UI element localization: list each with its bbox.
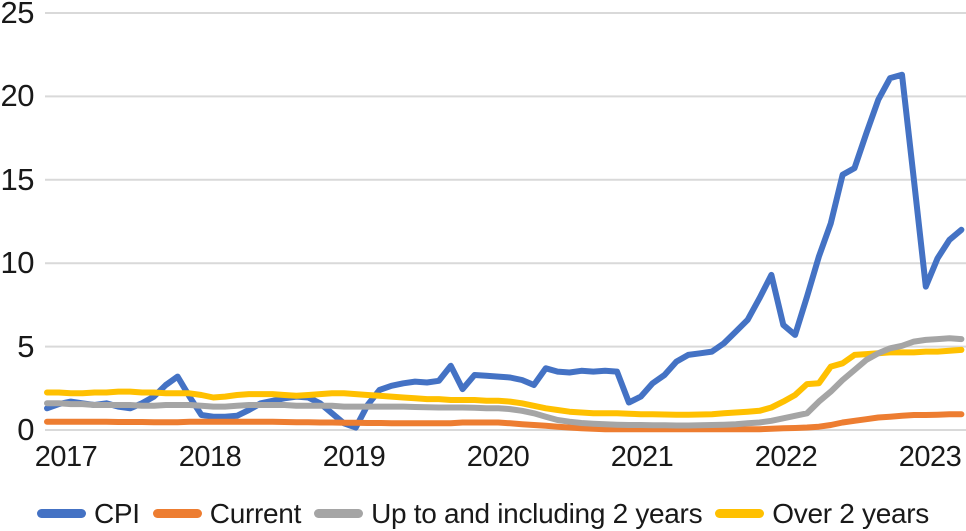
x-axis-tick-label: 2017 [34, 441, 98, 473]
legend: CPI Current Up to and including 2 years … [0, 496, 966, 531]
y-axis-tick-label: 10 [0, 245, 35, 281]
legend-label-up-to-2-years: Up to and including 2 years [371, 497, 703, 529]
y-axis-tick-label: 25 [0, 0, 35, 30]
x-axis-tick-label: 2019 [322, 441, 386, 473]
legend-item-up-to-2-years: Up to and including 2 years [314, 497, 703, 530]
legend-label-over-2-years: Over 2 years [772, 497, 929, 529]
legend-swatch-up-to-2-years [314, 509, 364, 518]
x-axis-tick-label: 2020 [466, 441, 530, 473]
legend-swatch-cpi [37, 509, 87, 518]
legend-item-over-2-years: Over 2 years [715, 498, 929, 530]
legend-label-current: Current [209, 497, 302, 529]
y-axis-tick-label: 20 [0, 78, 35, 114]
legend-item-current: Current [152, 497, 302, 530]
x-axis-tick-label: 2023 [898, 441, 962, 473]
legend-label-cpi: CPI [94, 497, 140, 529]
x-axis-tick-label: 2018 [178, 441, 242, 473]
legend-swatch-over-2-years [715, 509, 765, 518]
x-axis-tick-label: 2021 [610, 441, 674, 473]
x-axis-tick-label: 2022 [754, 441, 818, 473]
y-axis-tick-label: 5 [17, 328, 34, 364]
legend-swatch-current [152, 509, 202, 518]
y-axis-tick-label: 0 [17, 412, 34, 447]
y-axis-tick-label: 15 [0, 161, 35, 197]
legend-item-cpi: CPI [37, 498, 140, 530]
